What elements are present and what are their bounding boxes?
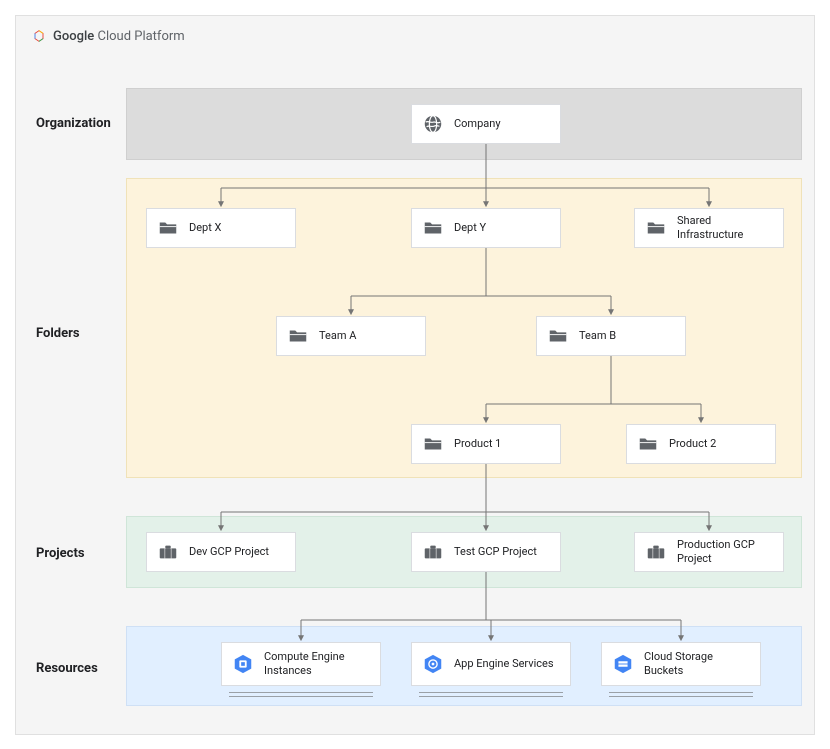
node-test-project: Test GCP Project [411,532,561,572]
node-company: Company [411,104,561,144]
node-label: Compute Engine Instances [264,650,370,678]
briefcase-icon [645,541,667,563]
label-projects: Projects [36,546,85,561]
node-label: Dept X [189,221,285,235]
gcp-logo-icon [31,28,47,44]
app-engine-icon [422,653,444,675]
node-label: Product 1 [454,437,550,451]
node-label: App Engine Services [454,657,560,671]
label-resources: Resources [36,661,98,676]
node-label: Cloud Storage Buckets [644,650,750,678]
node-team-a: Team A [276,316,426,356]
node-dev-project: Dev GCP Project [146,532,296,572]
node-cloud-storage: Cloud Storage Buckets [601,642,761,686]
node-dept-y: Dept Y [411,208,561,248]
node-label: Team B [579,329,675,343]
folder-icon [547,325,569,347]
node-product-1: Product 1 [411,424,561,464]
node-label: Company [454,117,550,131]
briefcase-icon [157,541,179,563]
label-folders: Folders [36,326,80,341]
node-label: Shared Infrastructure [677,214,773,242]
briefcase-icon [422,541,444,563]
gcp-logo-text: Google Cloud Platform [53,29,185,44]
node-shared-infra: Shared Infrastructure [634,208,784,248]
diagram-frame: Google Cloud Platform Organization Folde… [15,15,815,735]
folder-icon [422,433,444,455]
node-label: Dept Y [454,221,550,235]
node-label: Test GCP Project [454,545,550,559]
folder-icon [645,217,667,239]
globe-icon [422,113,444,135]
node-label: Team A [319,329,415,343]
cloud-storage-icon [612,653,634,675]
node-label: Dev GCP Project [189,545,285,559]
node-label: Production GCP Project [677,538,773,566]
compute-engine-icon [232,653,254,675]
folder-icon [157,217,179,239]
folder-icon [287,325,309,347]
label-organization: Organization [36,116,111,131]
node-prod-project: Production GCP Project [634,532,784,572]
gcp-logo: Google Cloud Platform [31,28,185,44]
node-app-engine: App Engine Services [411,642,571,686]
folder-icon [637,433,659,455]
node-team-b: Team B [536,316,686,356]
node-compute-engine: Compute Engine Instances [221,642,381,686]
node-label: Product 2 [669,437,765,451]
node-product-2: Product 2 [626,424,776,464]
folder-icon [422,217,444,239]
node-dept-x: Dept X [146,208,296,248]
